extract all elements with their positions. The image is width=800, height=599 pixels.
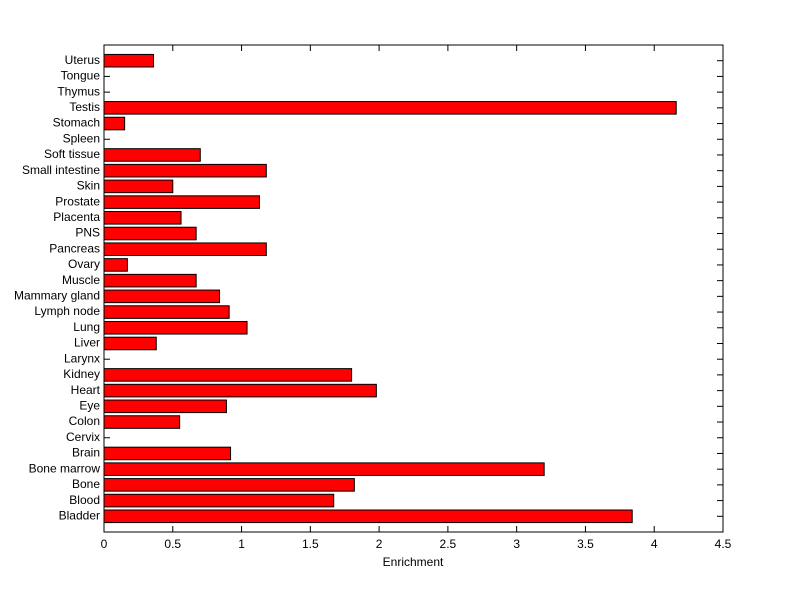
y-tick-label: Kidney <box>63 367 100 381</box>
y-tick-label: Bone marrow <box>29 461 101 475</box>
bar <box>103 446 232 461</box>
y-tick-label: Blood <box>69 493 100 507</box>
bar <box>103 273 197 288</box>
bar <box>103 289 221 304</box>
bar <box>103 478 355 492</box>
bar <box>103 116 126 131</box>
y-tick-label: Muscle <box>62 273 100 287</box>
x-tick-label: 2 <box>376 537 383 551</box>
x-tick-label: 4 <box>651 537 658 551</box>
y-tick-label: Ovary <box>68 257 100 271</box>
x-tick-label: 2.5 <box>440 537 457 551</box>
x-tick-label: 0.5 <box>164 537 181 551</box>
y-tick-label: Larynx <box>64 351 100 365</box>
bar <box>103 258 128 272</box>
bar <box>103 101 677 115</box>
x-tick-label: 0 <box>101 537 108 551</box>
bar <box>103 53 155 68</box>
y-tick-label: Thymus <box>57 84 100 98</box>
y-tick-label: Lymph node <box>34 304 100 318</box>
y-tick-label: Cervix <box>66 430 100 444</box>
x-tick-label: 1 <box>238 537 245 551</box>
bar <box>103 148 201 162</box>
bar <box>103 493 335 508</box>
x-tick-label: 1.5 <box>302 537 319 551</box>
y-tick-label: Prostate <box>55 194 100 208</box>
bar <box>103 336 157 351</box>
bar <box>103 305 230 319</box>
x-tick-label: 3 <box>513 537 520 551</box>
bar <box>103 179 174 194</box>
y-tick-label: Bladder <box>59 508 100 522</box>
y-tick-label: Testis <box>69 100 100 114</box>
y-tick-label: Colon <box>69 414 100 428</box>
y-tick-label: Skin <box>77 179 100 193</box>
bar <box>103 211 182 225</box>
bar <box>103 226 197 241</box>
bar <box>103 509 633 524</box>
y-tick-label: Soft tissue <box>44 147 100 161</box>
bar <box>103 415 181 429</box>
x-axis-label: Enrichment <box>383 555 444 569</box>
bar <box>103 368 353 382</box>
bar <box>103 462 545 476</box>
y-tick-label: PNS <box>75 226 100 240</box>
bar <box>103 195 260 209</box>
bar <box>103 399 227 414</box>
y-tick-label: Bone <box>72 477 100 491</box>
y-tick-label: Uterus <box>65 53 100 67</box>
y-tick-label: Spleen <box>63 131 100 145</box>
y-tick-label: Mammary gland <box>14 289 100 303</box>
bar <box>103 163 267 178</box>
bar <box>103 242 267 257</box>
y-tick-label: Brain <box>72 446 100 460</box>
bar <box>103 383 377 398</box>
y-tick-label: Liver <box>74 336 100 350</box>
y-tick-label: Pancreas <box>49 241 100 255</box>
x-tick-label: 3.5 <box>577 537 594 551</box>
y-tick-label: Placenta <box>53 210 100 224</box>
axes-box <box>103 44 724 533</box>
y-tick-label: Lung <box>73 320 100 334</box>
y-tick-label: Small intestine <box>22 163 100 177</box>
y-tick-label: Eye <box>79 398 100 412</box>
y-tick-label: Stomach <box>53 116 100 130</box>
x-tick-label: 4.5 <box>715 537 732 551</box>
y-tick-label: Heart <box>71 383 101 397</box>
y-tick-label: Tongue <box>61 69 101 83</box>
bar <box>103 320 248 335</box>
